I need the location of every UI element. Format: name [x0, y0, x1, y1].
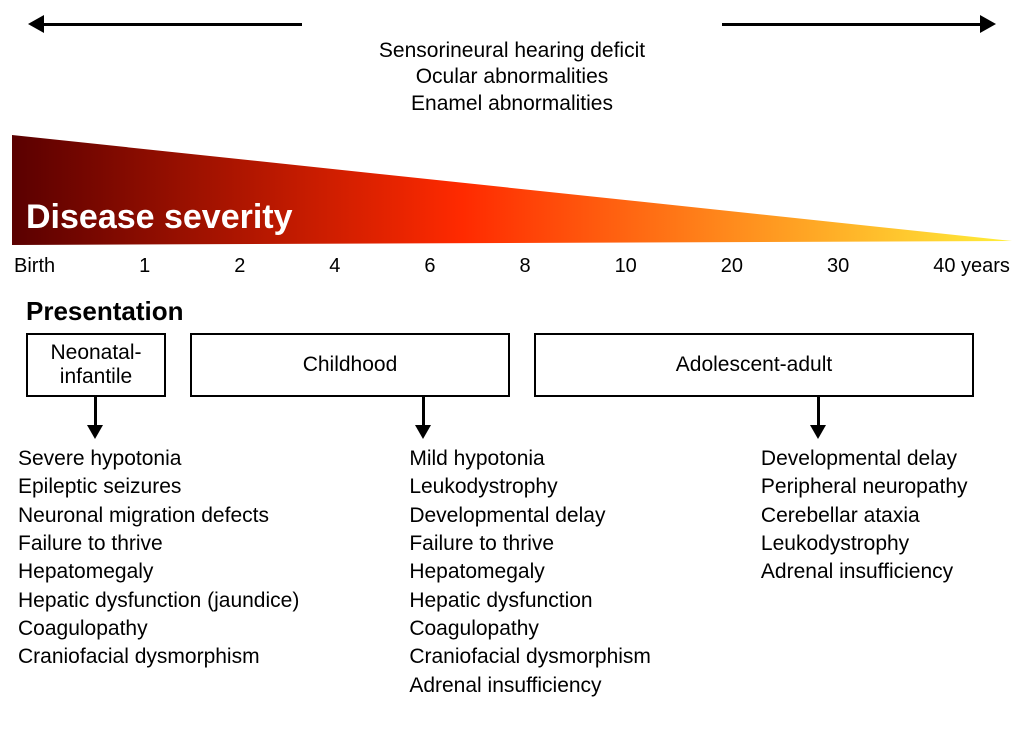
stage-label: Neonatal-infantile	[50, 341, 141, 389]
stage-arrows	[12, 397, 1012, 445]
symptom-item: Hepatic dysfunction	[409, 587, 651, 615]
symptom-item: Adrenal insufficiency	[761, 558, 968, 586]
symptom-item: Adrenal insufficiency	[409, 672, 651, 700]
spanning-feature-3: Enamel abnormalities	[12, 91, 1012, 117]
severity-wedge: Disease severity	[12, 135, 1012, 245]
symptom-item: Coagulopathy	[409, 615, 651, 643]
symptom-item: Leukodystrophy	[761, 530, 968, 558]
stage-box-adolescent-adult: Adolescent-adult	[534, 333, 974, 397]
axis-tick: 10	[615, 255, 637, 278]
symptom-item: Hepatomegaly	[18, 558, 299, 586]
symptom-item: Severe hypotonia	[18, 445, 299, 473]
symptom-col-adolescent: Developmental delayPeripheral neuropathy…	[761, 445, 968, 700]
stage-label: Adolescent-adult	[676, 353, 832, 377]
symptom-item: Hepatic dysfunction (jaundice)	[18, 587, 299, 615]
symptom-item: Peripheral neuropathy	[761, 473, 968, 501]
symptom-item: Cerebellar ataxia	[761, 502, 968, 530]
axis-tick: 8	[519, 255, 530, 278]
symptom-item: Hepatomegaly	[409, 558, 651, 586]
down-arrow-3	[817, 397, 820, 427]
stage-box-neonatal: Neonatal-infantile	[26, 333, 166, 397]
axis-tick: 20	[721, 255, 743, 278]
age-span-arrow	[12, 8, 1012, 38]
axis-tick: 1	[139, 255, 150, 278]
symptom-item: Developmental delay	[761, 445, 968, 473]
stage-box-childhood: Childhood	[190, 333, 510, 397]
axis-tick: Birth	[14, 255, 55, 278]
symptom-item: Failure to thrive	[409, 530, 651, 558]
symptom-item: Mild hypotonia	[409, 445, 651, 473]
symptom-item: Craniofacial dysmorphism	[18, 643, 299, 671]
arrow-right-line	[722, 23, 982, 26]
stage-label: Childhood	[303, 353, 398, 377]
symptom-columns: Severe hypotoniaEpileptic seizuresNeuron…	[12, 445, 1012, 700]
spanning-feature-1: Sensorineural hearing deficit	[12, 38, 1012, 64]
symptom-item: Coagulopathy	[18, 615, 299, 643]
axis-tick: 4	[329, 255, 340, 278]
spanning-features: Sensorineural hearing deficit Ocular abn…	[12, 38, 1012, 117]
symptom-item: Failure to thrive	[18, 530, 299, 558]
symptom-item: Developmental delay	[409, 502, 651, 530]
stage-boxes: Neonatal-infantile Childhood Adolescent-…	[12, 333, 1012, 397]
down-arrow-1	[94, 397, 97, 427]
symptom-col-childhood: Mild hypotoniaLeukodystrophyDevelopmenta…	[409, 445, 651, 700]
axis-tick: 6	[424, 255, 435, 278]
symptom-col-neonatal: Severe hypotoniaEpileptic seizuresNeuron…	[18, 445, 299, 700]
age-axis: Birth 1 2 4 6 8 10 20 30 40 years	[12, 255, 1012, 278]
axis-tick: 40 years	[933, 255, 1010, 278]
down-arrow-2	[422, 397, 425, 427]
symptom-item: Epileptic seizures	[18, 473, 299, 501]
arrow-left-line	[42, 23, 302, 26]
presentation-heading: Presentation	[26, 296, 1012, 327]
symptom-item: Leukodystrophy	[409, 473, 651, 501]
spanning-feature-2: Ocular abnormalities	[12, 64, 1012, 90]
symptom-item: Craniofacial dysmorphism	[409, 643, 651, 671]
arrow-right-head	[980, 15, 996, 33]
axis-tick: 30	[827, 255, 849, 278]
axis-tick: 2	[234, 255, 245, 278]
symptom-item: Neuronal migration defects	[18, 502, 299, 530]
severity-label: Disease severity	[26, 198, 293, 237]
